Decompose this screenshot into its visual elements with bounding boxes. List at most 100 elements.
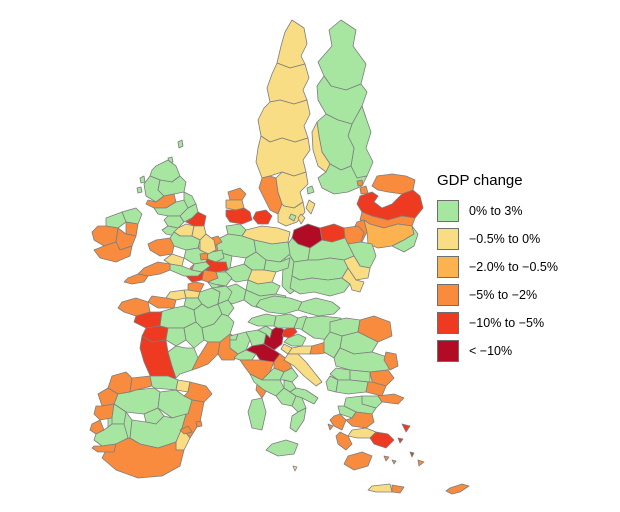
region-pl-mazowsze-east: [343, 255, 371, 281]
region-at-west: [247, 313, 277, 327]
region-gr-epirus: [329, 413, 347, 431]
legend-swatch-4: [437, 311, 459, 334]
legend-label-4: −10% to −5%: [469, 315, 545, 330]
legend-item-4: −10% to −5%: [437, 311, 617, 334]
region-fr-limousin: [165, 327, 187, 347]
region-bg-south-central: [335, 379, 369, 395]
region-es-navarra: [175, 379, 191, 393]
region-gr-cyclades-2: [391, 459, 397, 465]
legend-title: GDP change: [437, 172, 523, 189]
legend-item-5: < −10%: [437, 339, 617, 362]
legend-swatch-5: [437, 339, 459, 362]
region-gr-peloponnese: [343, 451, 373, 471]
region-fi-aland: [306, 185, 315, 195]
legend-label-0: 0% to 3%: [469, 203, 523, 218]
region-hr-coast: [283, 353, 323, 387]
region-bg-southwest: [325, 375, 339, 393]
region-fr-midi-pyrenees: [167, 345, 199, 379]
region-dk-south-denmark: [225, 207, 253, 225]
region-se-mid-norrland: [257, 99, 311, 143]
region-dk-zealand: [252, 209, 273, 225]
region-ro-constanta: [383, 351, 399, 371]
legend-swatch-3: [437, 283, 459, 306]
map-regions: [89, 19, 470, 495]
legend-label-3: −5% to −2%: [469, 287, 538, 302]
region-uk-northeast: [183, 191, 197, 209]
region-pt-alentejo: [93, 423, 129, 447]
region-pl-lublin: [341, 267, 365, 293]
region-fi-south: [317, 163, 368, 195]
region-uk-wales: [147, 237, 175, 257]
region-uk-london: [199, 252, 209, 261]
region-it-puglia: [289, 387, 319, 405]
region-it-basilicata: [291, 395, 307, 413]
region-at-central: [273, 313, 299, 329]
legend-label-2: −2.0% to −0.5%: [469, 259, 558, 274]
region-gr-thessaly: [345, 411, 375, 429]
region-it-sicily: [265, 439, 299, 457]
region-se-north-middle: [255, 135, 311, 179]
region-ie-border: [105, 211, 127, 229]
region-lt-east: [391, 225, 419, 253]
region-fr-languedoc: [191, 341, 221, 371]
region-bg-northeast: [369, 369, 395, 387]
region-gr-chios: [397, 437, 404, 444]
legend-items: 0% to 3% −0.5% to 0% −2.0% to −0.5% −5% to …: [437, 199, 617, 362]
region-fr-nord: [187, 281, 205, 293]
legend-label-5: < −10%: [469, 343, 513, 358]
legend-label-1: −0.5% to 0%: [469, 231, 541, 246]
region-se-gotland: [305, 199, 316, 215]
region-it-calabria: [289, 407, 307, 433]
region-es-asturias: [129, 375, 153, 393]
legend-item-3: −5% to −2%: [437, 283, 617, 306]
region-fr-franche-comte: [217, 299, 235, 317]
region-gr-lesbos: [401, 423, 411, 433]
region-es-andalusia: [101, 437, 185, 479]
region-fr-rhone-alpes: [201, 313, 235, 343]
region-uk-hebrides-1: [139, 175, 146, 184]
region-gr-west-greece: [335, 431, 353, 451]
region-se-oland: [297, 213, 306, 225]
region-fr-picardie: [183, 289, 201, 299]
region-dk-bornholm: [288, 213, 297, 222]
region-hr-northwest: [287, 345, 313, 355]
region-pt-centro: [93, 403, 115, 421]
region-gr-dodecanese: [409, 451, 415, 458]
region-pt-norte: [97, 387, 119, 407]
region-gr-cyclades-1: [383, 455, 390, 462]
legend-item-0: 0% to 3%: [437, 199, 617, 222]
region-se-upper-norrland: [276, 19, 308, 69]
legend-item-2: −2.0% to −0.5%: [437, 255, 617, 278]
region-uk-kent: [191, 261, 211, 273]
region-uk-southwest: [137, 261, 171, 277]
region-it-sardinia: [247, 397, 267, 431]
region-gr-crete-west: [367, 483, 393, 493]
region-ie-dublin: [125, 221, 139, 237]
legend-swatch-1: [437, 227, 459, 250]
region-pl-south: [289, 275, 351, 297]
region-gr-attica: [369, 431, 395, 449]
region-ee-island-2: [356, 179, 364, 187]
region-gr-rhodes: [417, 459, 425, 467]
legend-swatch-0: [437, 199, 459, 222]
region-se-stockholm-east: [275, 171, 309, 209]
region-gr-crete-east: [391, 484, 405, 494]
region-pl-center: [291, 257, 349, 281]
region-dk-north-jutland: [227, 187, 247, 201]
region-ie-south: [93, 241, 133, 263]
region-uk-shetland: [177, 139, 184, 149]
region-mt-malta: [292, 465, 298, 472]
region-es-balearics: [179, 425, 193, 435]
region-ee-mainland: [371, 173, 416, 195]
region-bg-southeast: [365, 381, 387, 397]
region-uk-south: [169, 263, 203, 277]
region-sk-slovakia: [297, 297, 341, 317]
legend-swatch-2: [437, 255, 459, 278]
legend-item-1: −0.5% to 0%: [437, 227, 617, 250]
region-be-wallonia: [207, 271, 233, 287]
region-gr-corfu: [327, 423, 334, 431]
region-pt-east: [111, 403, 127, 425]
region-se-vasterbotten: [266, 62, 310, 105]
